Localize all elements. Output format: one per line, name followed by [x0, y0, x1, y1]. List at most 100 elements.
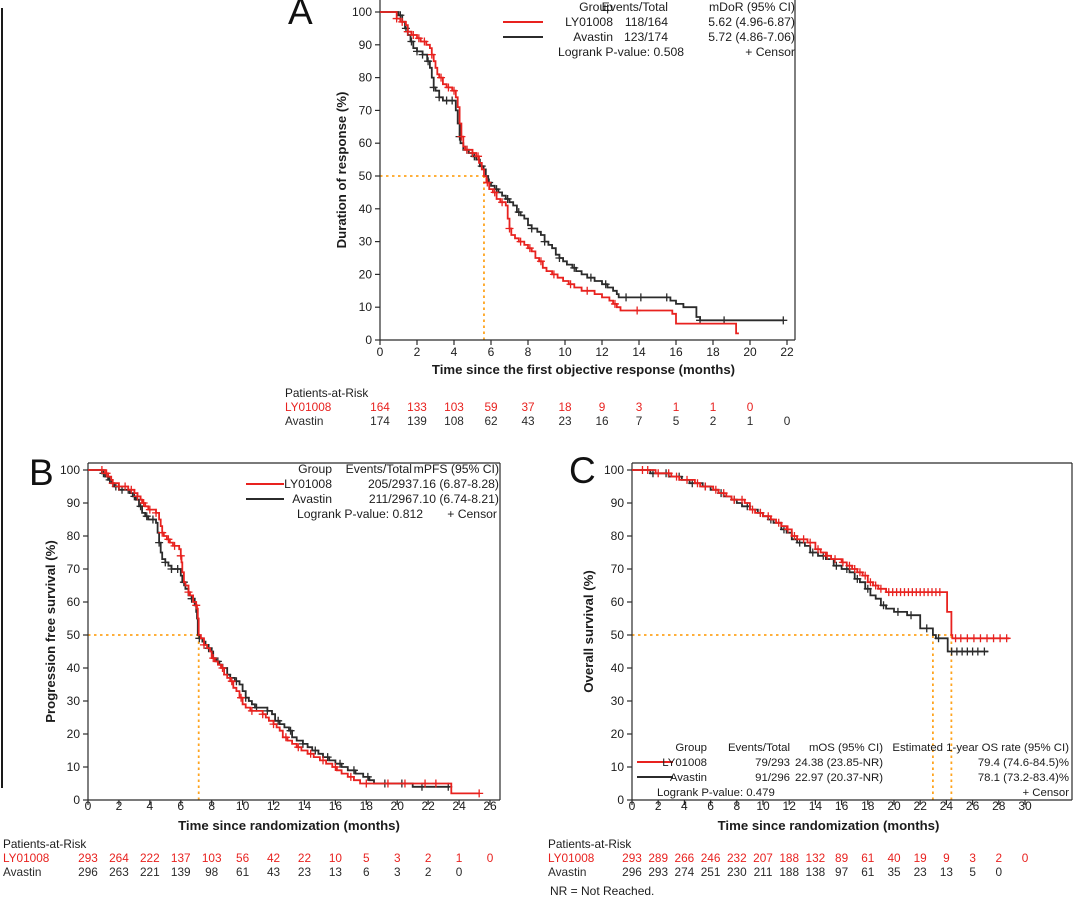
- x-tick-label: 16: [669, 345, 683, 359]
- risk-row-name: Avastin: [548, 865, 586, 879]
- risk-row-name: Avastin: [3, 865, 41, 879]
- risk-value: 5: [363, 851, 370, 865]
- risk-value: 139: [407, 414, 427, 428]
- x-tick-label: 0: [377, 345, 384, 359]
- reference-lines: [88, 634, 200, 800]
- axes: [87, 462, 501, 801]
- x-tick-label: 4: [451, 345, 458, 359]
- panel-c-label: C: [569, 450, 596, 491]
- legend-cell: 24.38 (23.85-NR): [795, 757, 883, 769]
- risk-value: 188: [779, 865, 799, 879]
- km-curve-ly01008: [632, 469, 1010, 640]
- risk-value: 23: [558, 414, 572, 428]
- y-axis: 0 10 20 30 40 50 60 70 80 90 100: [352, 5, 380, 347]
- legend-cell: LY01008: [565, 15, 613, 29]
- risk-value: 251: [701, 865, 721, 879]
- legend-cell: 79.4 (74.6-84.5)%: [978, 757, 1069, 769]
- risk-value: 5: [673, 414, 680, 428]
- risk-row-name: LY01008: [548, 851, 595, 865]
- censor-legend: + Censor: [745, 45, 795, 59]
- x-axis-title: Time since the first objective response …: [432, 362, 735, 377]
- x-tick-label: 14: [298, 799, 312, 813]
- x-tick-label: 28: [992, 799, 1006, 813]
- risk-value: 232: [727, 851, 747, 865]
- y-tick-label: 40: [67, 661, 81, 675]
- risk-value: 10: [329, 851, 343, 865]
- legend-cell: 118/164: [625, 15, 668, 29]
- x-tick-label: 8: [208, 799, 215, 813]
- y-tick-label: 60: [359, 136, 373, 150]
- risk-value: 18: [558, 400, 572, 414]
- legend-cell: 211/296: [369, 492, 412, 506]
- risk-value: 0: [1022, 851, 1029, 865]
- y-tick-label: 0: [617, 793, 624, 807]
- panel-b-label: B: [29, 452, 54, 493]
- risk-value: 103: [202, 851, 222, 865]
- y-tick-label: 80: [359, 71, 373, 85]
- panel-a-label: A: [288, 0, 313, 32]
- x-tick-label: 2: [414, 345, 421, 359]
- x-tick-label: 8: [525, 345, 532, 359]
- x-tick-label: 20: [743, 345, 757, 359]
- y-tick-label: 100: [604, 463, 624, 477]
- x-tick-label: 22: [914, 799, 928, 813]
- legend-header: Group: [675, 742, 707, 754]
- risk-value: 13: [940, 865, 954, 879]
- x-axis: 0 2 4 6 8 10 12 14 16 18 20 22: [377, 340, 794, 359]
- risk-value: 23: [914, 865, 928, 879]
- risk-value: 133: [407, 400, 427, 414]
- legend-header: Events/Total: [602, 0, 668, 14]
- risk-value: 43: [267, 865, 281, 879]
- risk-value: 22: [298, 851, 311, 865]
- risk-value: 3: [969, 851, 976, 865]
- y-axis: 0 10 20 30 40 50 60 70 80 90 100: [604, 463, 632, 807]
- risk-value: 0: [747, 400, 754, 414]
- risk-value: 188: [779, 851, 799, 865]
- y-tick-label: 80: [611, 529, 625, 543]
- reference-lines: [380, 175, 485, 340]
- x-tick-label: 16: [835, 799, 849, 813]
- axes: [379, 0, 796, 341]
- x-tick-label: 12: [267, 799, 281, 813]
- y-tick-label: 50: [611, 628, 625, 642]
- legend-cell: 22.97 (20.37-NR): [795, 772, 883, 784]
- km-curve-ly01008: [380, 11, 739, 335]
- risk-value: 263: [109, 865, 129, 879]
- legend-cell: 91/296: [755, 772, 790, 784]
- x-tick-label: 12: [783, 799, 797, 813]
- x-tick-label: 26: [483, 799, 497, 813]
- risk-row-name: LY01008: [285, 400, 332, 414]
- x-axis-title: Time since randomization (months): [178, 818, 400, 833]
- risk-value: 293: [78, 851, 98, 865]
- risk-value: 7: [636, 414, 643, 428]
- risk-value: 59: [484, 400, 497, 414]
- x-tick-label: 26: [966, 799, 980, 813]
- risk-value: 274: [675, 865, 695, 879]
- x-axis-title: Time since randomization (months): [718, 818, 940, 833]
- risk-value: 3: [394, 851, 401, 865]
- y-axis-title: Progression free survival (%): [43, 540, 58, 723]
- risk-value: 16: [595, 414, 609, 428]
- x-tick-label: 10: [558, 345, 572, 359]
- y-tick-label: 90: [359, 38, 373, 52]
- x-tick-label: 20: [887, 799, 901, 813]
- y-tick-label: 0: [365, 333, 372, 347]
- risk-value: 19: [914, 851, 927, 865]
- legend-cell: 7.16 (6.87-8.28): [412, 477, 499, 491]
- x-tick-label: 12: [595, 345, 609, 359]
- y-tick-label: 80: [67, 529, 81, 543]
- x-tick-label: 0: [85, 799, 92, 813]
- logrank-pvalue: Logrank P-value: 0.812: [297, 507, 423, 521]
- risk-value: 0: [487, 851, 494, 865]
- y-tick-label: 40: [611, 661, 625, 675]
- x-tick-label: 14: [809, 799, 823, 813]
- legend-header: Events/Total: [728, 742, 790, 754]
- risk-value: 296: [622, 865, 642, 879]
- risk-value: 246: [701, 851, 721, 865]
- legend-header: Events/Total: [346, 462, 412, 476]
- x-tick-label: 6: [488, 345, 495, 359]
- y-tick-label: 20: [67, 727, 81, 741]
